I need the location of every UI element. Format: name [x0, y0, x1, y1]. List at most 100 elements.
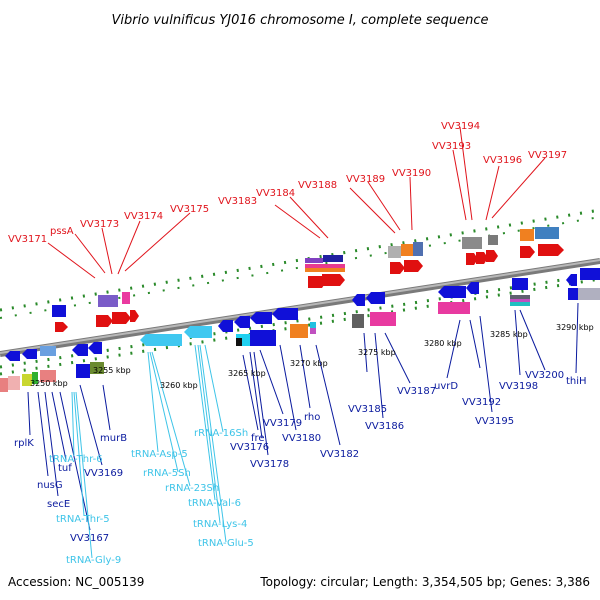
rna-label: tRNA-Lys-4	[193, 519, 247, 530]
gene-block	[250, 330, 276, 346]
tick-label: 3265 kbp	[228, 369, 266, 378]
gene-label: VV3167	[70, 533, 109, 544]
gene-label: VV3197	[528, 150, 567, 161]
forward-gene-labels: VV3171 pssA VV3173 VV3174 VV3175 VV3183 …	[8, 121, 567, 245]
gene-label: VV3171	[8, 234, 47, 245]
gene-block	[22, 374, 32, 386]
gene-block	[568, 288, 578, 300]
gene-label: VV3180	[282, 433, 321, 444]
forward-gene-arrow	[404, 260, 423, 272]
gene-block	[520, 229, 534, 241]
gene-label: VV3179	[263, 418, 302, 429]
gene-block	[90, 362, 104, 374]
gene-label: VV3192	[462, 397, 501, 408]
gene-block	[76, 364, 90, 378]
tick-label: 3290 kbp	[556, 323, 594, 332]
gene-label: rplK	[14, 438, 34, 449]
gene-block	[310, 322, 316, 328]
reverse-gene-arrow	[438, 286, 466, 298]
gene-block	[40, 370, 56, 382]
forward-gene-arrow	[390, 262, 405, 274]
rna-label: tRNA-Asp-5	[131, 449, 188, 460]
label-leader-lines	[27, 126, 579, 559]
gene-label: nusG	[37, 480, 63, 491]
gene-label: VV3187	[397, 386, 436, 397]
rna-label: rRNA-23Sh	[165, 483, 219, 494]
chromosome-backbone	[0, 258, 600, 357]
gene-label: VV3190	[392, 168, 431, 179]
gene-label: uvrD	[434, 381, 458, 392]
forward-gene-arrow	[486, 250, 498, 262]
gene-label: VV3182	[320, 449, 359, 460]
gene-block	[438, 302, 470, 314]
rna-label: rRNA-16Sh	[194, 428, 248, 439]
gene-block	[512, 278, 528, 290]
gene-label: VV3173	[80, 219, 119, 230]
gene-label: VV3193	[432, 141, 471, 152]
rna-gene-labels: tRNA-Thr-6 tRNA-Thr-5 tRNA-Gly-9 tRNA-As…	[49, 428, 254, 566]
rna-gene-arrow	[184, 326, 212, 338]
gene-block	[305, 258, 323, 263]
gene-label: VV3178	[250, 459, 289, 470]
gene-label: pssA	[50, 226, 74, 237]
reverse-gene-arrow	[218, 320, 233, 332]
tick-label: 3285 kbp	[490, 330, 528, 339]
gene-block	[310, 328, 316, 334]
gene-label: VV3194	[441, 121, 480, 132]
gene-block	[413, 242, 423, 256]
forward-gene-arrow	[55, 322, 68, 332]
reverse-gene-arrow	[72, 344, 88, 356]
rna-label: tRNA-Glu-5	[198, 538, 254, 549]
tick-label: 3250 kbp	[30, 379, 68, 388]
forward-gene-arrow	[538, 244, 564, 256]
reverse-gene-arrow	[5, 351, 20, 361]
outer-dotted-track	[0, 208, 600, 376]
forward-gene-arrow	[520, 246, 535, 258]
forward-gene-arrow	[322, 274, 345, 286]
gene-label: VV3195	[475, 416, 514, 427]
map-title: Vibrio vulnificus YJ016 chromosome I, co…	[111, 13, 488, 28]
gene-block	[0, 378, 8, 392]
rna-label: tRNA-Gly-9	[66, 555, 121, 566]
forward-gene-arrow	[466, 253, 478, 265]
rna-gene-arrow	[140, 334, 182, 346]
reverse-gene-arrow	[88, 342, 102, 354]
accession-text: Accession: NC_005139	[8, 575, 144, 589]
gene-label: secE	[47, 499, 70, 510]
rna-label: tRNA-Val-6	[188, 498, 241, 509]
gene-label: VV3184	[256, 188, 295, 199]
gene-label: VV3185	[348, 404, 387, 415]
forward-gene-arrow	[112, 312, 131, 324]
forward-gene-arrow	[96, 315, 113, 327]
gene-label: VV3186	[365, 421, 404, 432]
gene-label: VV3198	[499, 381, 538, 392]
position-ticks: 3250 kbp 3255 kbp 3260 kbp 3265 kbp 3270…	[30, 323, 594, 390]
gene-label: VV3175	[170, 204, 209, 215]
gene-label: VV3189	[346, 174, 385, 185]
gene-block	[323, 255, 343, 262]
reverse-gene-arrow	[272, 308, 298, 320]
gene-block	[510, 299, 530, 302]
gene-block	[305, 264, 345, 268]
gene-label: thiH	[566, 376, 587, 387]
rna-label: rRNA-5Sh	[143, 468, 191, 479]
gene-label: VV3200	[525, 370, 564, 381]
gene-block	[32, 372, 38, 384]
summary-text: Topology: circular; Length: 3,354,505 bp…	[259, 575, 590, 589]
tick-label: 3280 kbp	[424, 339, 462, 348]
gene-features	[0, 227, 600, 392]
gene-block	[352, 314, 364, 328]
gene-block	[510, 295, 530, 299]
gene-block	[98, 295, 118, 307]
rna-label: tRNA-Thr-6	[49, 454, 103, 465]
gene-block	[52, 305, 66, 317]
gene-label: VV3174	[124, 211, 163, 222]
gene-block	[122, 292, 130, 304]
reverse-gene-arrow	[250, 312, 272, 324]
reverse-gene-arrow	[352, 294, 365, 306]
gene-label: murB	[100, 433, 127, 444]
gene-label: VV3169	[84, 468, 123, 479]
gene-block	[290, 324, 308, 338]
tick-label: 3260 kbp	[160, 381, 198, 390]
